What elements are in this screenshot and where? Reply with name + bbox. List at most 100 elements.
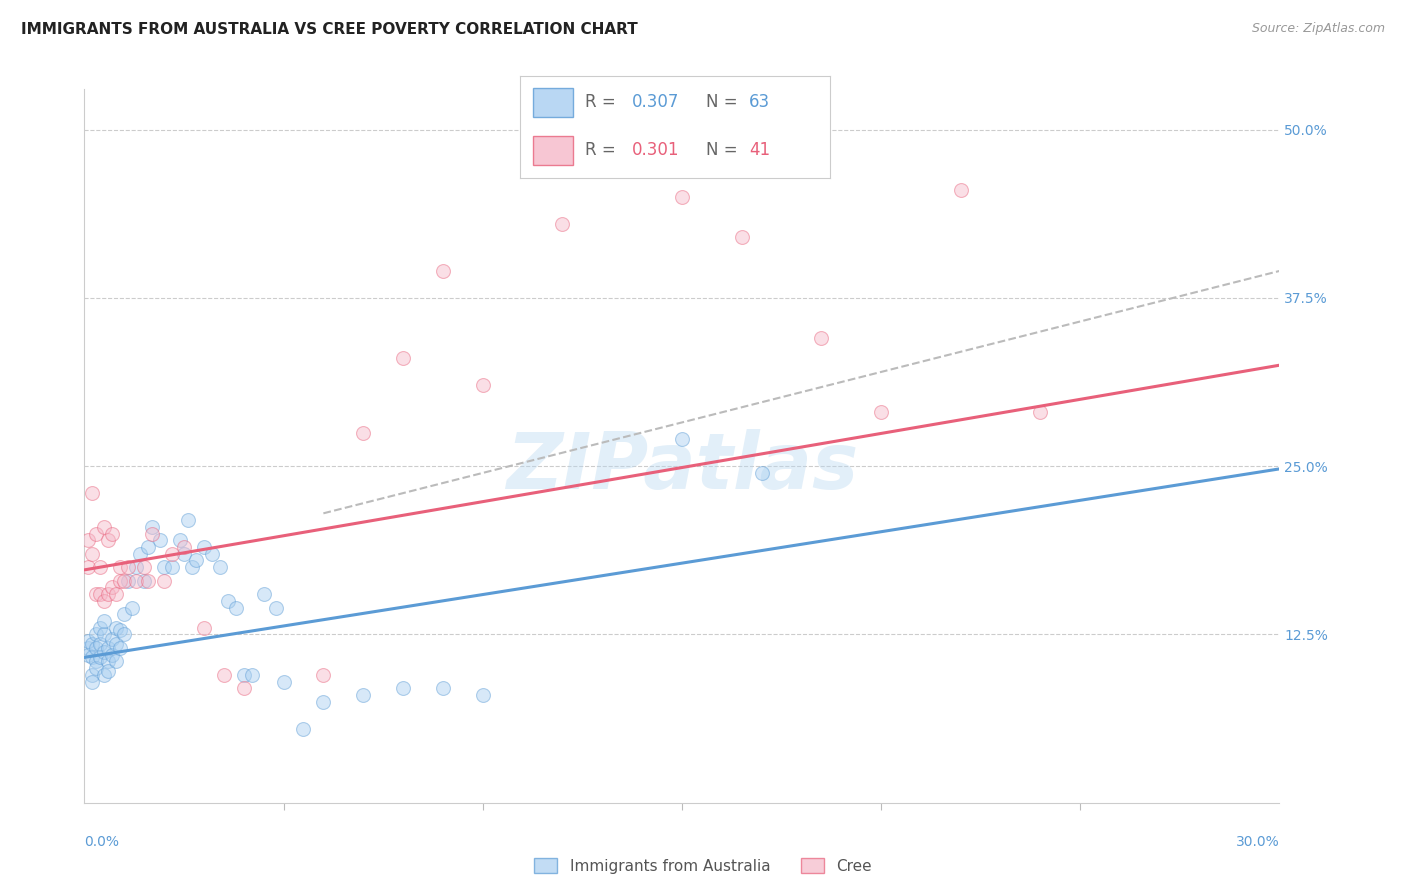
Point <box>471 688 494 702</box>
Point <box>101 632 124 646</box>
Text: Source: ZipAtlas.com: Source: ZipAtlas.com <box>1251 22 1385 36</box>
Text: N =: N = <box>706 93 742 111</box>
Point <box>870 405 893 419</box>
Point <box>352 688 374 702</box>
Point <box>110 640 132 655</box>
Point <box>82 547 104 561</box>
Point <box>101 526 124 541</box>
Point <box>173 547 195 561</box>
Point <box>392 681 415 696</box>
Point <box>132 574 156 588</box>
Point <box>110 624 132 638</box>
Point <box>949 183 972 197</box>
Text: 63: 63 <box>749 93 770 111</box>
Point <box>89 560 111 574</box>
Point <box>149 533 172 548</box>
Point <box>97 587 120 601</box>
Point <box>82 486 104 500</box>
Point <box>160 560 183 574</box>
Point <box>432 264 454 278</box>
Point <box>93 520 115 534</box>
Point <box>169 533 191 548</box>
Point <box>86 526 108 541</box>
Point <box>201 547 224 561</box>
Point <box>193 621 215 635</box>
Point <box>117 560 139 574</box>
Point <box>352 425 374 440</box>
Point <box>82 668 104 682</box>
Point <box>77 560 100 574</box>
Point <box>551 217 574 231</box>
Point <box>177 513 200 527</box>
Point <box>82 650 104 665</box>
Point <box>136 574 159 588</box>
Point <box>93 645 115 659</box>
Legend: Immigrants from Australia, Cree: Immigrants from Australia, Cree <box>529 852 877 880</box>
Point <box>264 600 287 615</box>
Point <box>89 637 111 651</box>
Point <box>93 594 115 608</box>
Point <box>93 614 115 628</box>
Point <box>86 640 108 655</box>
Point <box>112 607 135 622</box>
Point <box>105 655 128 669</box>
Point <box>105 621 128 635</box>
Text: 0.307: 0.307 <box>631 93 679 111</box>
Point <box>93 668 115 682</box>
Point <box>77 634 100 648</box>
Point <box>129 547 152 561</box>
Point <box>671 190 693 204</box>
Text: 0.301: 0.301 <box>631 141 679 159</box>
Point <box>253 587 276 601</box>
Point <box>97 533 120 548</box>
Text: R =: R = <box>585 93 621 111</box>
Point <box>112 574 135 588</box>
Point <box>86 655 108 669</box>
Point <box>105 637 128 651</box>
Point <box>97 640 120 655</box>
Point <box>731 230 754 244</box>
Point <box>132 560 156 574</box>
Point <box>471 378 494 392</box>
Point <box>110 574 132 588</box>
Point <box>312 668 335 682</box>
Point <box>153 560 176 574</box>
Point <box>101 580 124 594</box>
Point <box>181 560 204 574</box>
Point <box>89 621 111 635</box>
Bar <box>533 136 572 165</box>
Point <box>105 587 128 601</box>
Point <box>273 674 295 689</box>
Point <box>193 540 215 554</box>
Point <box>136 540 159 554</box>
Point <box>141 520 163 534</box>
Point <box>93 627 115 641</box>
Point <box>217 594 239 608</box>
Point <box>751 466 773 480</box>
Point <box>312 695 335 709</box>
Point <box>1029 405 1052 419</box>
Point <box>141 526 163 541</box>
Text: 0.0%: 0.0% <box>84 835 120 849</box>
Point <box>86 661 108 675</box>
Point <box>232 668 254 682</box>
Point <box>671 432 693 446</box>
Point <box>810 331 832 345</box>
Point <box>77 648 100 662</box>
Point <box>225 600 247 615</box>
Text: IMMIGRANTS FROM AUSTRALIA VS CREE POVERTY CORRELATION CHART: IMMIGRANTS FROM AUSTRALIA VS CREE POVERT… <box>21 22 638 37</box>
Point <box>173 540 195 554</box>
Point <box>77 533 100 548</box>
Text: R =: R = <box>585 141 621 159</box>
Point <box>101 648 124 662</box>
Point <box>97 664 120 678</box>
Point <box>232 681 254 696</box>
Text: 41: 41 <box>749 141 770 159</box>
Point <box>240 668 263 682</box>
Point <box>82 674 104 689</box>
Text: 30.0%: 30.0% <box>1236 835 1279 849</box>
Point <box>112 627 135 641</box>
Text: ZIPatlas: ZIPatlas <box>506 429 858 506</box>
Point <box>153 574 176 588</box>
Point <box>292 722 315 736</box>
